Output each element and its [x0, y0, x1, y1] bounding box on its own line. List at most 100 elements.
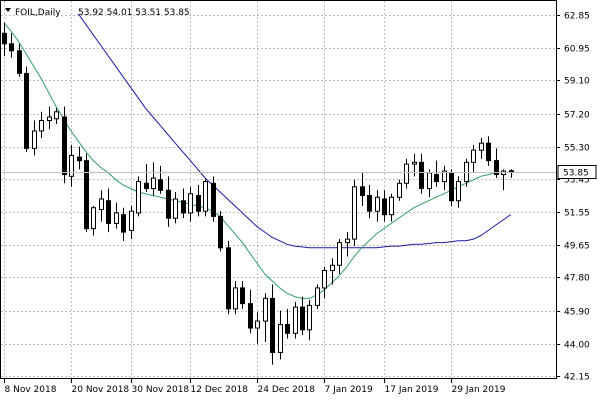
candle-body	[360, 186, 365, 197]
candle	[404, 158, 409, 189]
candle-body	[494, 160, 499, 176]
candle-body	[352, 186, 357, 240]
candle-body	[17, 50, 22, 74]
candle	[389, 193, 394, 222]
candle-body	[166, 189, 171, 219]
candle	[121, 207, 126, 241]
candle	[2, 22, 7, 56]
candle	[17, 43, 22, 77]
candle-body	[315, 287, 320, 306]
price-tick-label: 45.90	[564, 308, 590, 318]
candle-body	[136, 181, 141, 214]
chart-header: FOIL,Daily 53.92 54.01 53.51 53.85	[5, 8, 190, 18]
candle	[77, 146, 82, 170]
candle	[181, 188, 186, 219]
candle-body	[211, 182, 216, 217]
candle	[494, 148, 499, 179]
collapse-triangle-icon[interactable]	[5, 8, 11, 12]
candle	[479, 137, 484, 159]
candle-body	[300, 306, 305, 331]
candle	[106, 188, 111, 233]
candle-body	[456, 181, 461, 202]
candle	[54, 108, 59, 124]
candle	[196, 185, 201, 217]
candle	[62, 106, 67, 184]
candle-body	[404, 163, 409, 184]
candle	[270, 284, 275, 365]
candle	[84, 153, 89, 233]
candle-body	[99, 198, 104, 210]
price-tick-label: 49.65	[564, 242, 590, 252]
candle	[166, 176, 171, 227]
candle-body	[226, 247, 231, 310]
price-tick-label: 62.85	[564, 12, 590, 22]
candle-body	[188, 193, 193, 214]
candle-body	[233, 287, 238, 310]
candle	[367, 185, 372, 219]
candle	[211, 176, 216, 222]
candle-body	[2, 32, 7, 45]
candle	[39, 111, 44, 138]
candle-body	[397, 182, 402, 198]
candle	[285, 308, 290, 339]
candle	[337, 239, 342, 274]
price-tick-label: 51.55	[564, 209, 590, 219]
candle-body	[367, 195, 372, 212]
candle-body	[337, 242, 342, 266]
candle-body	[464, 161, 469, 183]
candle-body	[114, 212, 119, 224]
candle	[486, 136, 491, 166]
price-tick-label: 53.45	[564, 176, 590, 186]
candle-body	[144, 182, 149, 190]
candle-body	[419, 161, 424, 190]
candle	[397, 179, 402, 201]
candle	[203, 178, 208, 217]
candle	[91, 205, 96, 236]
candle-body	[181, 200, 186, 214]
candle	[114, 202, 119, 229]
candle-body	[173, 198, 178, 219]
plot-frame	[0, 0, 557, 379]
candle-body	[285, 324, 290, 334]
candle-body	[389, 196, 394, 216]
time-tick-label: 29 Jan 2019	[452, 385, 506, 395]
candle-body	[39, 120, 44, 132]
candle-body	[263, 297, 268, 322]
candle	[240, 280, 245, 309]
ohlc-values: 53.92 54.01 53.51 53.85	[78, 8, 190, 18]
candle-body	[196, 195, 201, 212]
candle	[226, 240, 231, 315]
candle	[278, 310, 283, 360]
price-axis: 62.85 60.95 59.10 57.20 55.30 53.45 51.55 49.65…	[556, 12, 590, 383]
candle-body	[486, 142, 491, 162]
candle	[471, 144, 476, 173]
current-price-tag	[557, 165, 597, 179]
candle	[136, 176, 141, 217]
candle-body	[345, 238, 350, 244]
price-tick-label: 55.30	[564, 144, 590, 154]
candle	[330, 258, 335, 285]
candle-body	[442, 170, 447, 183]
candle-body	[375, 196, 380, 212]
candle-body	[129, 210, 134, 231]
candle	[9, 33, 14, 58]
candle	[144, 164, 149, 193]
candle	[188, 186, 193, 222]
candle-body	[151, 177, 156, 190]
candle	[315, 284, 320, 309]
candle-body	[84, 160, 89, 230]
candle-body	[121, 214, 126, 233]
candle-body	[240, 287, 245, 305]
time-tick-label: 24 Dec 2018	[258, 385, 316, 395]
candle-body	[218, 215, 223, 249]
candle	[375, 190, 380, 222]
price-tick-label: 59.10	[564, 77, 590, 87]
candle-body	[47, 116, 52, 122]
candle	[255, 312, 260, 344]
candle	[322, 267, 327, 299]
candle-body	[9, 43, 14, 52]
candle-body	[158, 179, 163, 191]
candle	[449, 169, 454, 206]
price-tick-label: 60.95	[564, 45, 590, 55]
